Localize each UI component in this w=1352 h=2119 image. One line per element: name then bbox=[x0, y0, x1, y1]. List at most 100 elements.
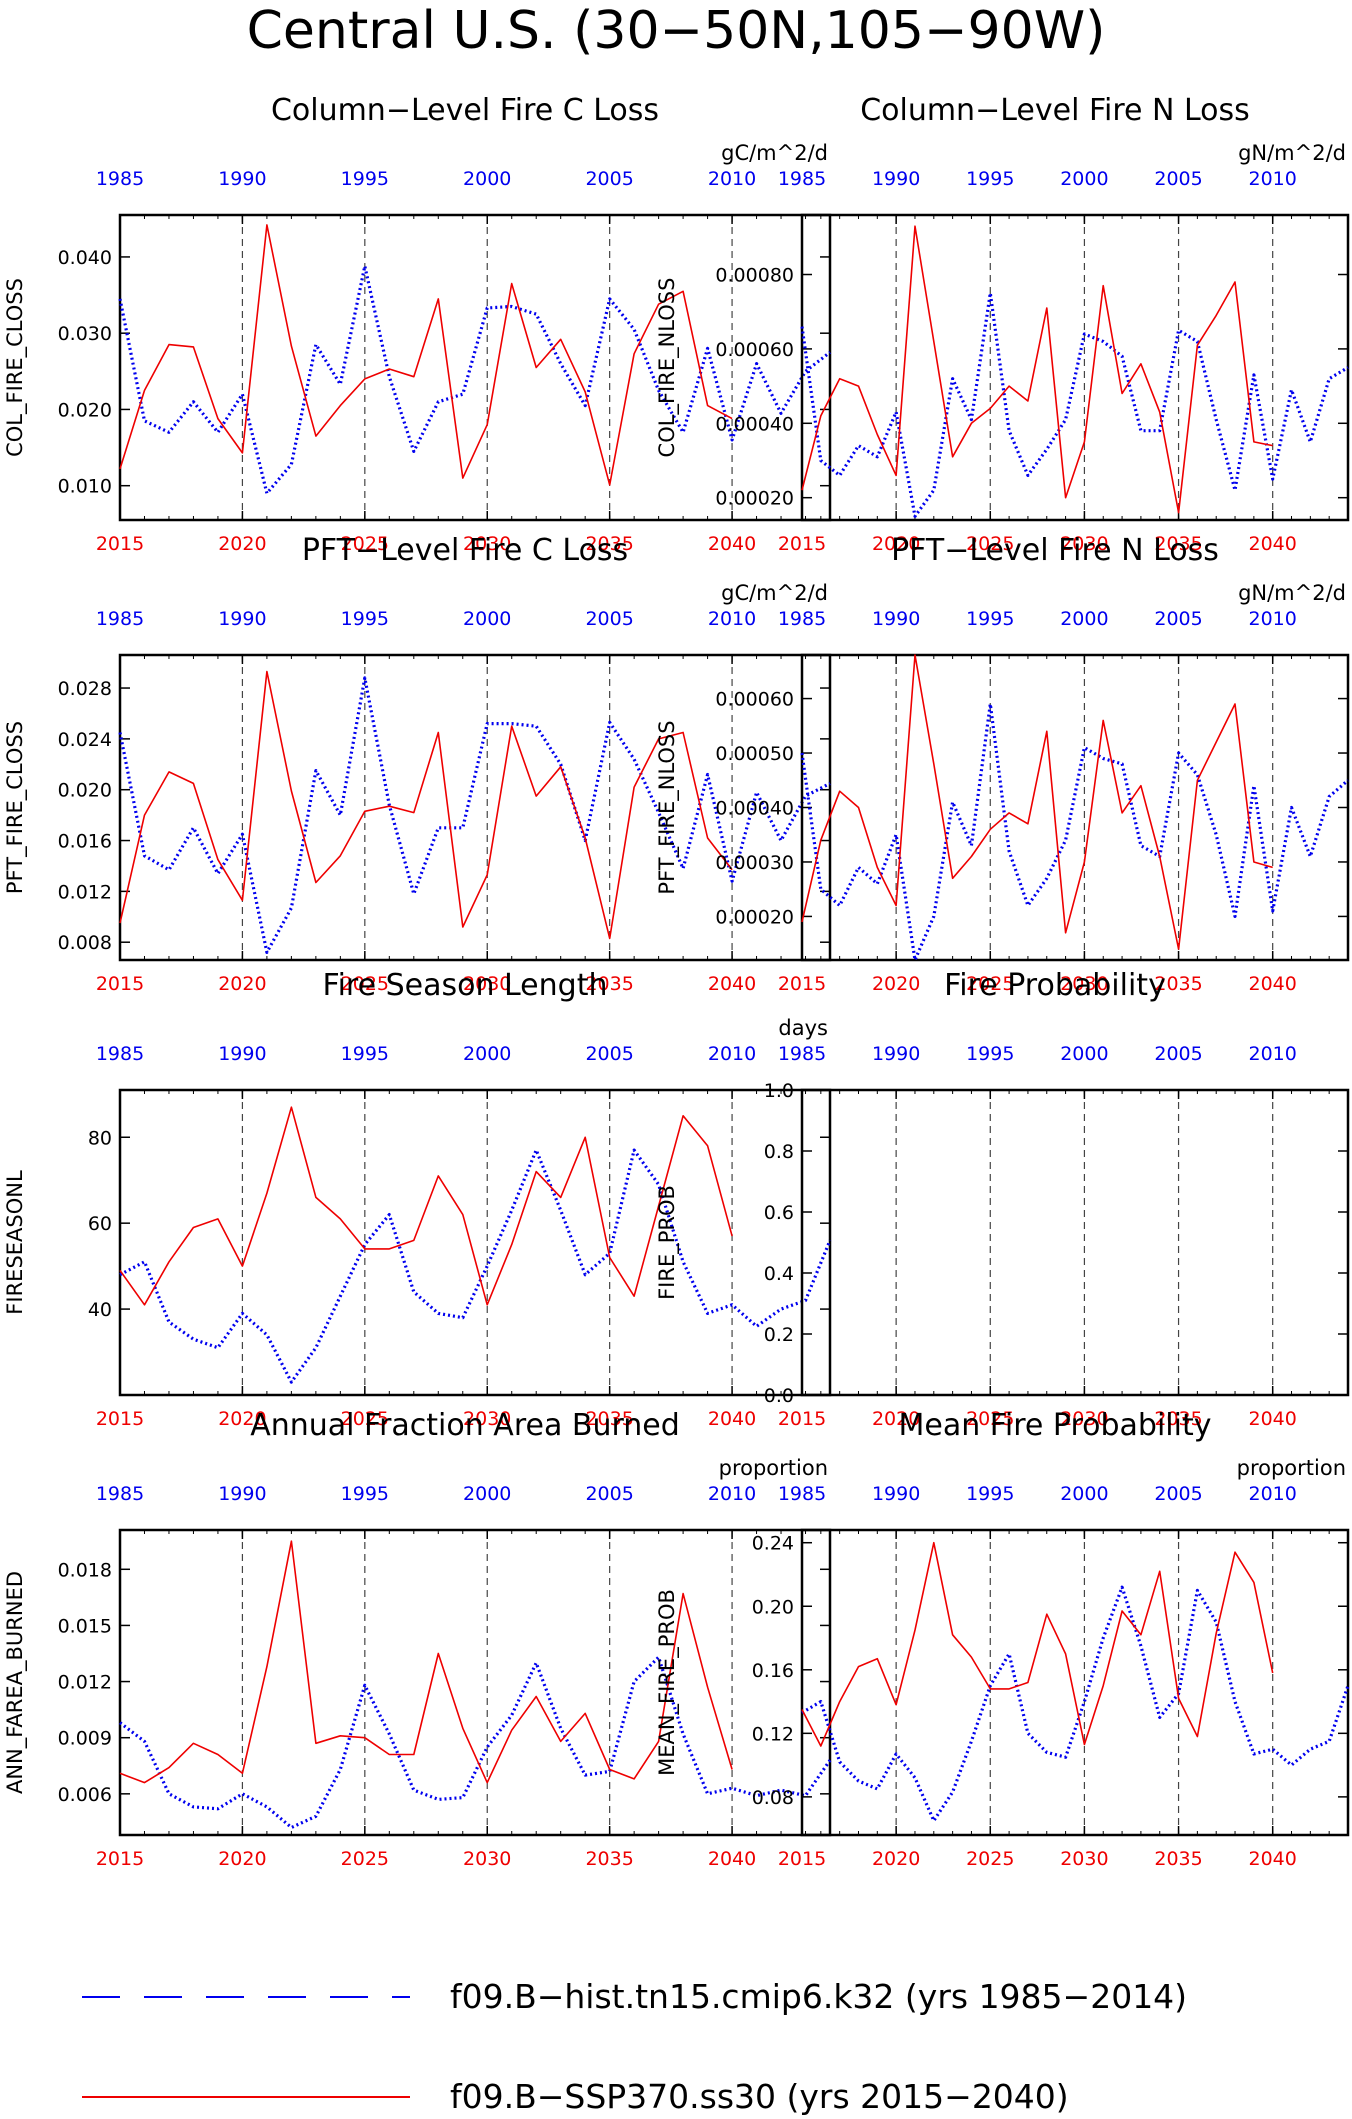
y-tick-label: 0.12 bbox=[752, 1723, 794, 1745]
y-axis-label: FIRESEASONL bbox=[3, 1170, 27, 1315]
plot-frame bbox=[118, 653, 832, 962]
series-future-line bbox=[119, 670, 733, 940]
y-tick-label: 60 bbox=[88, 1213, 112, 1235]
plot-frame bbox=[800, 213, 1350, 522]
x-bottom-tick-label: 2025 bbox=[966, 533, 1014, 555]
x-bottom-tick-label: 2015 bbox=[778, 1848, 826, 1870]
y-tick-label: 0.030 bbox=[58, 323, 112, 345]
x-bottom-tick-label: 2035 bbox=[585, 533, 633, 555]
x-bottom-tick-label: 2035 bbox=[585, 973, 633, 995]
series-hist-line bbox=[118, 676, 831, 955]
y-tick-label: 1.0 bbox=[764, 1080, 794, 1102]
y-tick-label: 0.00060 bbox=[715, 689, 794, 711]
x-top-tick-label: 2010 bbox=[1249, 1043, 1297, 1065]
y-tick-label: 0.00040 bbox=[715, 798, 794, 820]
x-top-tick-label: 1990 bbox=[872, 608, 920, 630]
y-tick-label: 0.012 bbox=[58, 1672, 112, 1694]
x-bottom-tick-label: 2030 bbox=[1060, 1848, 1108, 1870]
series-hist-line bbox=[119, 1655, 832, 1830]
x-bottom-tick-label: 2040 bbox=[708, 1848, 756, 1870]
y-tick-label: 0.009 bbox=[58, 1728, 112, 1750]
x-top-tick-label: 1990 bbox=[218, 1483, 266, 1505]
x-top-tick-label: 1985 bbox=[96, 1483, 144, 1505]
x-top-tick-label: 1985 bbox=[96, 608, 144, 630]
x-top-tick-label: 2010 bbox=[1249, 168, 1297, 190]
x-bottom-tick-label: 2020 bbox=[218, 533, 266, 555]
y-tick-label: 0.018 bbox=[58, 1559, 112, 1581]
y-tick-label: 0.020 bbox=[58, 399, 112, 421]
x-top-tick-label: 2005 bbox=[1154, 1043, 1202, 1065]
x-bottom-tick-label: 2025 bbox=[341, 1408, 389, 1430]
y-tick-label: 0.006 bbox=[58, 1784, 112, 1806]
x-top-tick-label: 2010 bbox=[708, 1483, 756, 1505]
x-bottom-tick-label: 2025 bbox=[966, 1408, 1014, 1430]
x-bottom-tick-label: 2020 bbox=[218, 1408, 266, 1430]
series-hist-line bbox=[119, 1148, 832, 1384]
legend: f09.B−hist.tn15.cmip6.k32 (yrs 1985−2014… bbox=[82, 1977, 1187, 2116]
panel-title: Annual Fraction Area Burned bbox=[250, 1408, 680, 1443]
x-bottom-tick-label: 2020 bbox=[218, 973, 266, 995]
x-top-tick-label: 1995 bbox=[966, 168, 1014, 190]
panel-units: gN/m^2/d bbox=[1238, 141, 1346, 165]
x-bottom-tick-label: 2035 bbox=[1154, 973, 1202, 995]
x-bottom-tick-label: 2015 bbox=[96, 533, 144, 555]
y-tick-label: 0.012 bbox=[58, 881, 112, 903]
x-bottom-tick-label: 2025 bbox=[341, 973, 389, 995]
x-bottom-tick-label: 2025 bbox=[341, 533, 389, 555]
plot-frame bbox=[118, 213, 832, 522]
y-tick-label: 0.024 bbox=[58, 729, 112, 751]
x-bottom-tick-label: 2025 bbox=[966, 973, 1014, 995]
x-top-tick-label: 2010 bbox=[1249, 608, 1297, 630]
y-tick-label: 0.008 bbox=[58, 932, 112, 954]
y-axis-label: COL_FIRE_NLOSS bbox=[655, 278, 680, 458]
panel-6: Fire Probability 2015 2020 2025 2030 2035 2040… bbox=[655, 968, 1350, 1430]
panel-title: Column−Level Fire N Loss bbox=[860, 93, 1250, 128]
plot-frame bbox=[800, 1528, 1350, 1837]
legend-future-label: f09.B−SSP370.ss30 (yrs 2015−2040) bbox=[450, 2077, 1069, 2116]
x-bottom-tick-label: 2030 bbox=[1060, 1408, 1108, 1430]
panel-7: Annual Fraction Area Burned proportion 201… bbox=[3, 1408, 832, 1870]
x-top-tick-label: 2000 bbox=[1060, 1043, 1108, 1065]
x-bottom-tick-label: 2035 bbox=[1154, 533, 1202, 555]
x-top-tick-label: 1990 bbox=[218, 608, 266, 630]
x-bottom-tick-label: 2040 bbox=[1249, 1848, 1297, 1870]
y-tick-label: 0.040 bbox=[58, 247, 112, 269]
x-bottom-tick-label: 2035 bbox=[1154, 1408, 1202, 1430]
panel-5: Fire Season Length days 2015 2020 2025 2030 20… bbox=[3, 968, 832, 1430]
y-axis-label: COL_FIRE_CLOSS bbox=[3, 278, 28, 457]
x-bottom-tick-label: 2020 bbox=[218, 1848, 266, 1870]
x-bottom-tick-label: 2035 bbox=[585, 1408, 633, 1430]
x-top-tick-label: 1990 bbox=[218, 168, 266, 190]
x-top-tick-label: 1985 bbox=[96, 168, 144, 190]
x-bottom-tick-label: 2015 bbox=[96, 1848, 144, 1870]
y-tick-label: 0.020 bbox=[58, 780, 112, 802]
y-tick-label: 40 bbox=[88, 1299, 112, 1321]
y-tick-label: 0.00050 bbox=[715, 743, 794, 765]
panel-units: proportion bbox=[1237, 1456, 1346, 1480]
x-top-tick-label: 1995 bbox=[341, 1483, 389, 1505]
y-tick-label: 80 bbox=[88, 1127, 112, 1149]
y-tick-label: 0.24 bbox=[752, 1533, 794, 1555]
x-top-tick-label: 1995 bbox=[341, 1043, 389, 1065]
x-bottom-tick-label: 2015 bbox=[778, 533, 826, 555]
x-bottom-tick-label: 2030 bbox=[463, 973, 511, 995]
y-tick-label: 0.00020 bbox=[715, 906, 794, 928]
panel-2: Column−Level Fire N Loss gN/m^2/d 2015 2020… bbox=[655, 93, 1350, 555]
x-top-tick-label: 2005 bbox=[585, 1483, 633, 1505]
y-axis-label: FIRE_PROB bbox=[655, 1185, 680, 1300]
x-top-tick-label: 1990 bbox=[872, 1483, 920, 1505]
y-tick-label: 0.8 bbox=[764, 1141, 794, 1163]
y-tick-label: 0.028 bbox=[58, 678, 112, 700]
x-bottom-tick-label: 2015 bbox=[96, 973, 144, 995]
plot-frame bbox=[118, 1528, 832, 1837]
chart-panels: Column−Level Fire C Loss gC/m^2/d 2015 2020… bbox=[3, 93, 1350, 1870]
y-tick-label: 0.00080 bbox=[715, 265, 794, 287]
y-axis-label: ANN_FAREA_BURNED bbox=[3, 1571, 28, 1794]
x-bottom-tick-label: 2040 bbox=[1249, 973, 1297, 995]
y-tick-label: 0.4 bbox=[764, 1263, 794, 1285]
x-top-tick-label: 1990 bbox=[872, 1043, 920, 1065]
y-tick-label: 0.08 bbox=[752, 1787, 794, 1809]
panel-units: gC/m^2/d bbox=[721, 581, 828, 605]
y-tick-label: 0.010 bbox=[58, 476, 112, 498]
